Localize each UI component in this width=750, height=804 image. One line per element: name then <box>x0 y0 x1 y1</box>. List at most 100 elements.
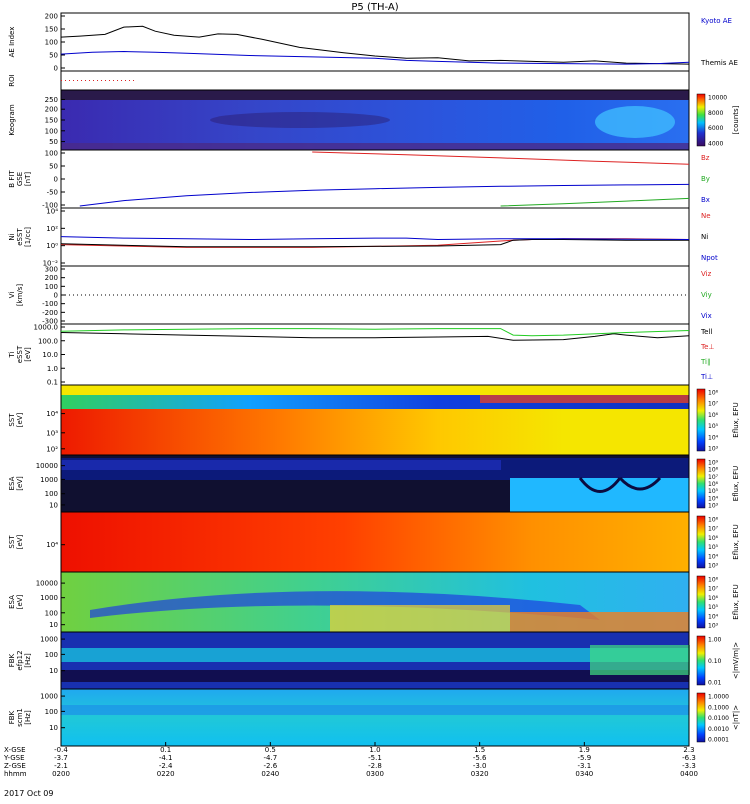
ylabel-fbk2-0: FBK <box>8 710 16 724</box>
ylabel-density-1: eSST <box>16 228 24 246</box>
colorbar-tick-sst_e-4: 10⁴ <box>708 434 719 441</box>
ylabel-temperature-0: Ti <box>8 351 16 358</box>
ytick-label-temperature-0: 1000.0 <box>34 324 59 332</box>
colorbar-tick-fbk1-0: 1.00 <box>708 637 722 644</box>
spectrogram-fills <box>61 90 690 746</box>
ytick-label-keogram-4: 50 <box>49 138 58 146</box>
colorbar-tick-esa_e-2: 10⁷ <box>708 474 719 481</box>
colorbar-tick-sst_e-2: 10⁶ <box>708 412 719 419</box>
colorbar-tick-fbk2-3: 0.0010 <box>708 726 729 733</box>
xtick-y-1: -4.1 <box>159 754 173 762</box>
colorbar-tick-esa_i-3: 10⁵ <box>708 604 719 611</box>
legend-bfield-2: Bx <box>701 196 710 204</box>
legend-density-0: Ne <box>701 212 711 220</box>
ylabel-fbk1-2: [Hz] <box>24 653 32 668</box>
colorbar-tick-esa_i-1: 10⁷ <box>708 586 719 593</box>
ytick-label-ae-1: 150 <box>45 26 58 34</box>
colorbar-tick-esa_e-1: 10⁸ <box>708 467 719 474</box>
colorbar-tick-fbk2-2: 0.0100 <box>708 715 729 722</box>
ylabel-velocity-0: Vi <box>8 292 16 299</box>
ytick-label-esa_i-0: 10000 <box>36 580 58 588</box>
ytick-label-temperature-3: 1.0 <box>47 365 58 373</box>
colorbar-label-esa_e: Eflux, EFU <box>732 466 740 501</box>
colorbar-esa_e <box>696 458 706 509</box>
colorbar-tick-esa_i-0: 10⁸ <box>708 577 719 584</box>
xtick-time-4: 0320 <box>471 770 489 778</box>
panel-frame-density <box>60 207 690 267</box>
ytick-label-esa_i-2: 100 <box>45 609 58 617</box>
ylabel-sst_i-1: [eV] <box>16 534 24 549</box>
ylabel-roi-0: ROI <box>8 74 16 86</box>
legend-density-1: Ni <box>701 233 708 241</box>
colorbar-keogram <box>696 93 706 147</box>
legend-temperature-3: Ti⊥ <box>700 373 713 381</box>
series-temperature-1 <box>60 328 690 337</box>
colorbar-tick-sst_i-3: 10⁵ <box>708 544 719 551</box>
ytick-label-sst_e-2: 10² <box>46 445 58 453</box>
xtick-x-3: 1.0 <box>369 746 380 754</box>
ylabel-temperature-2: [eV] <box>24 347 32 362</box>
ytick-label-ae-2: 100 <box>45 39 58 47</box>
ylabel-keogram-0: Keogram <box>8 104 16 135</box>
colorbar-label-sst_i: Eflux, EFU <box>732 524 740 559</box>
series-density-1 <box>60 239 689 248</box>
xtick-time-2: 0240 <box>261 770 279 778</box>
legend-bfield-1: By <box>701 175 710 183</box>
xtick-time-6: 0400 <box>680 770 698 778</box>
xtick-x-4: 1.5 <box>474 746 485 754</box>
xtick-x-6: 2.3 <box>683 746 694 754</box>
ytick-label-ae-3: 50 <box>49 52 58 60</box>
ylabel-esa_i-0: ESA <box>8 595 16 609</box>
ytick-label-velocity-2: 100 <box>45 283 58 291</box>
ytick-label-density-0: 10⁴ <box>46 208 58 216</box>
ytick-label-temperature-2: 10.0 <box>42 351 58 359</box>
xtick-x-0: -0.4 <box>54 746 68 754</box>
ytick-label-bfield-4: -100 <box>42 202 58 210</box>
colorbar-tick-fbk2-1: 0.1000 <box>708 704 729 711</box>
legend-bfield-0: Bz <box>701 154 710 162</box>
ytick-label-keogram-2: 150 <box>45 117 58 125</box>
colorbar-tick-sst_e-3: 10⁵ <box>708 423 719 430</box>
ytick-label-fbk2-2: 10 <box>49 724 58 732</box>
legend-velocity-2: Vix <box>701 312 712 320</box>
xtick-x-1: 0.1 <box>160 746 171 754</box>
colorbar-tick-keogram-0: 10000 <box>708 95 727 102</box>
sst-ion-image <box>61 512 689 572</box>
colorbar-tick-keogram-2: 6000 <box>708 125 723 132</box>
xtick-y-0: -3.7 <box>54 754 68 762</box>
ylabel-bfield-0: B FIT <box>8 170 16 188</box>
ytick-label-bfield-2: 0 <box>54 176 58 184</box>
colorbar-label-sst_e: Eflux, EFU <box>732 402 740 437</box>
xtick-z-6: -3.3 <box>682 762 696 770</box>
ytick-label-velocity-4: -100 <box>42 300 58 308</box>
ylabel-density-2: [1/cc] <box>24 227 32 247</box>
ylabel-sst_e-1: [eV] <box>16 412 24 427</box>
legend-ae-1: Themis AE <box>700 59 738 67</box>
xtick-time-1: 0220 <box>157 770 175 778</box>
colorbar-tick-fbk1-2: 0.01 <box>708 680 722 687</box>
ytick-label-velocity-6: -300 <box>42 318 58 326</box>
colorbar-tick-esa_i-4: 10⁴ <box>708 613 719 620</box>
panel-frame-bfield <box>60 149 690 209</box>
ytick-label-velocity-3: 0 <box>54 292 58 300</box>
series-bfield-1 <box>500 197 690 207</box>
ylabel-fbk2-2: [Hz] <box>24 710 32 725</box>
ytick-label-fbk2-1: 100 <box>45 708 58 716</box>
xtick-x-2: 0.5 <box>265 746 276 754</box>
panel-frame-temperature <box>60 323 690 386</box>
ytick-label-keogram-3: 100 <box>45 127 58 135</box>
legend-temperature-2: Ti∥ <box>700 358 711 366</box>
panel-frame-roi <box>60 70 690 91</box>
xtick-z-0: -2.1 <box>54 762 68 770</box>
keogram-bottom-band <box>61 143 689 150</box>
colorbar-tick-sst_i-1: 10⁷ <box>708 526 719 533</box>
legend-velocity-1: Viy <box>701 291 712 299</box>
esa-ion-low-energy-2 <box>510 612 689 632</box>
colorbar-tick-sst_i-5: 10³ <box>708 563 719 570</box>
ytick-label-keogram-0: 250 <box>45 96 58 104</box>
xaxis-row-label-0: X-GSE <box>4 746 26 754</box>
ylabel-fbk2-1: scm1 <box>16 708 24 727</box>
ylabel-sst_e-0: SST <box>8 413 16 427</box>
